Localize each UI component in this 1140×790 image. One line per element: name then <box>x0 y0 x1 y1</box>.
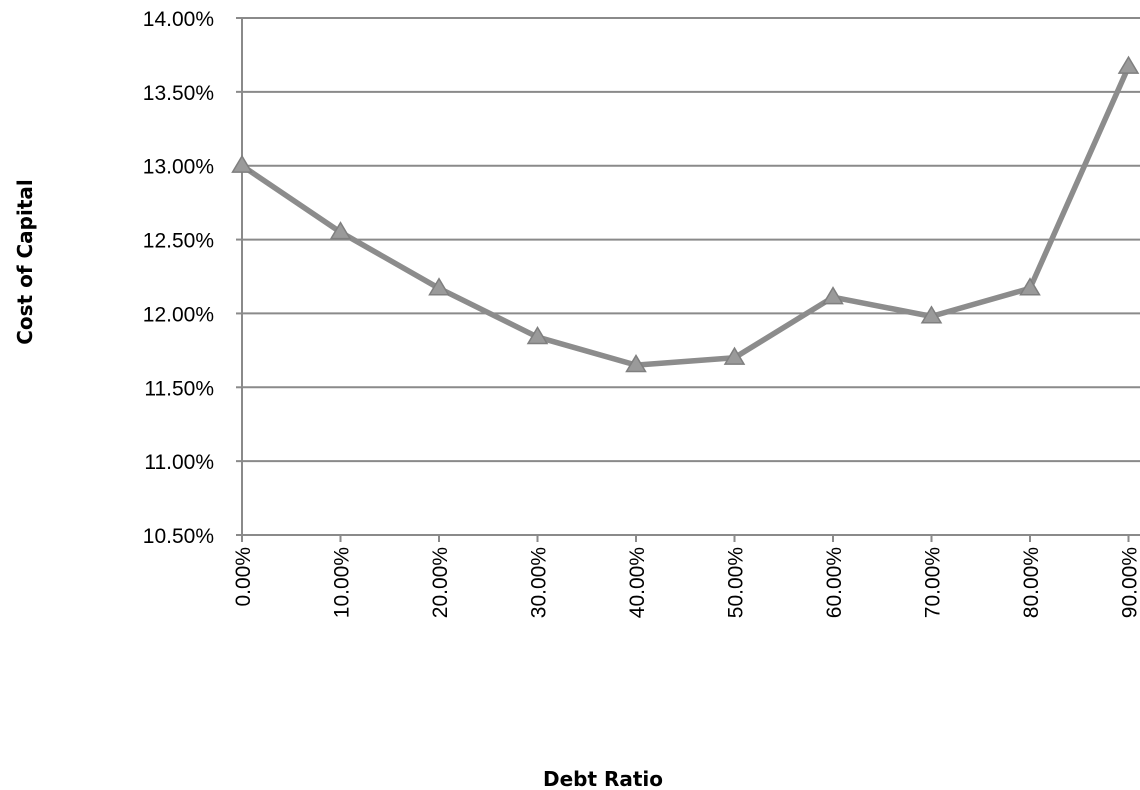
x-tick-label: 80.00% <box>1020 547 1043 618</box>
data-point-marker <box>1117 55 1140 74</box>
data-point-marker <box>231 154 253 173</box>
y-tick-label: 13.50% <box>143 82 214 105</box>
y-tick-label: 11.00% <box>144 451 214 474</box>
x-tick-label: 20.00% <box>429 547 452 618</box>
x-tick-label: 0.00% <box>232 547 255 607</box>
data-point-marker <box>1019 277 1041 296</box>
series-line <box>239 63 1132 368</box>
y-tick-label: 12.50% <box>143 230 214 253</box>
x-tick-label: 70.00% <box>922 547 945 618</box>
y-tick-label: 13.00% <box>143 156 214 179</box>
data-point-marker <box>526 325 549 345</box>
data-point-marker <box>625 354 647 373</box>
x-tick-label: 40.00% <box>626 547 649 618</box>
y-axis-title: Cost of Capital <box>13 179 37 345</box>
x-tick-label: 60.00% <box>823 547 846 618</box>
y-tick-labels: 10.50% 11.00% 11.50% 12.00% 12.50% 13.00% 13.5… <box>143 8 214 548</box>
y-tick-label: 14.00% <box>143 8 214 31</box>
x-tick-labels: 0.00% 10.00% 20.00% 30.00% 40.00% 50.00% 60.00… <box>232 547 1140 618</box>
x-tick-label: 10.00% <box>331 547 354 618</box>
x-tick-label: 30.00% <box>528 547 551 618</box>
y-tick-label: 10.50% <box>143 525 214 548</box>
gridlines <box>242 17 1140 463</box>
x-tick-label: 50.00% <box>725 547 748 618</box>
x-axis-title: Debt Ratio <box>543 767 663 790</box>
data-point-marker <box>428 277 450 296</box>
data-point-marker <box>329 221 352 240</box>
y-tick-label: 12.00% <box>143 303 214 326</box>
data-point-marker <box>723 346 746 365</box>
axes <box>236 17 1140 542</box>
data-point-marker <box>920 305 943 324</box>
x-tick-label: 90.00% <box>1119 547 1140 618</box>
series-layer <box>231 55 1140 373</box>
y-tick-label: 11.50% <box>144 377 214 400</box>
data-point-marker <box>822 286 844 305</box>
